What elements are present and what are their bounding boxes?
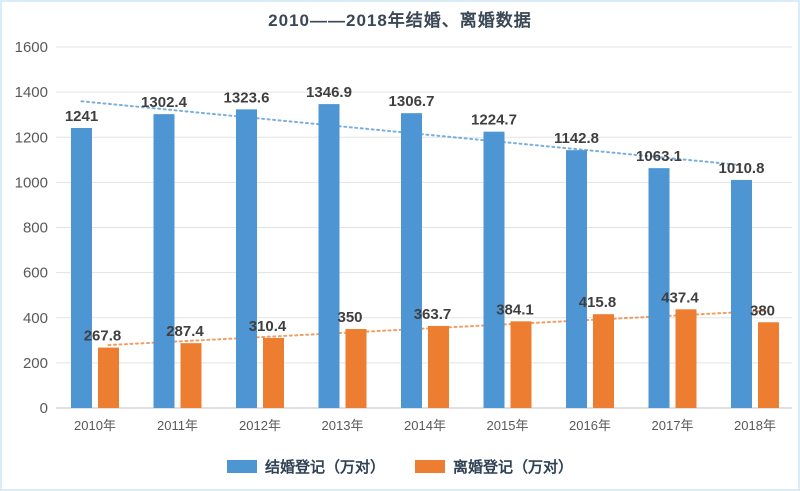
bar-marriage-2011 [153, 114, 175, 408]
bar-marriage-2014 [401, 113, 422, 408]
bar-divorce-2011 [180, 343, 202, 408]
value-label-divorce-2018: 380 [750, 302, 775, 319]
y-tick-label-1200: 1200 [15, 129, 48, 146]
bar-marriage-2018 [731, 179, 752, 408]
value-label-marriage-2012: 1323.6 [224, 89, 270, 106]
value-label-marriage-2013: 1346.9 [306, 84, 352, 101]
x-tick-label-2015: 2015年 [487, 418, 529, 433]
y-tick-label-800: 800 [23, 220, 48, 237]
bar-divorce-2014 [428, 325, 449, 408]
value-label-divorce-2010: 267.8 [84, 328, 122, 345]
bar-marriage-2010 [71, 127, 92, 408]
bar-divorce-2017 [675, 309, 697, 408]
value-label-marriage-2017: 1063.1 [636, 148, 682, 165]
marriage-legend-swatch [226, 460, 257, 473]
bar-marriage-2013 [318, 104, 340, 409]
value-label-divorce-2012: 310.4 [249, 318, 287, 335]
x-tick-label-2010: 2010年 [74, 418, 116, 433]
y-tick-label-1400: 1400 [15, 84, 48, 101]
x-tick-label-2012: 2012年 [239, 418, 281, 433]
y-tick-label-400: 400 [23, 310, 48, 327]
y-tick-label-1600: 1600 [15, 39, 48, 56]
value-label-divorce-2013: 350 [337, 309, 362, 326]
value-label-divorce-2017: 437.4 [661, 289, 699, 306]
y-tick-label-200: 200 [23, 355, 48, 372]
x-tick-label-2017: 2017年 [652, 418, 694, 433]
divorce-legend-swatch [415, 460, 445, 473]
value-label-marriage-2011: 1302.4 [141, 94, 188, 111]
bar-marriage-2015 [483, 131, 505, 408]
value-label-marriage-2015: 1224.7 [471, 112, 517, 129]
value-label-divorce-2016: 415.8 [579, 294, 617, 311]
bar-divorce-2010 [98, 347, 119, 408]
chart-title: 2010——2018年结婚、离婚数据 [268, 11, 532, 30]
x-tick-label-2018: 2018年 [734, 418, 776, 433]
bar-divorce-2013 [345, 329, 367, 408]
bar-divorce-2015 [510, 321, 532, 408]
x-tick-label-2011: 2011年 [157, 418, 198, 433]
value-label-marriage-2016: 1142.8 [554, 130, 599, 147]
divorce-legend-label: 离婚登记（万对） [453, 459, 574, 476]
legend-item-marriage: 结婚登记（万对） [226, 456, 385, 477]
x-tick-label-2014: 2014年 [404, 418, 446, 433]
bar-divorce-2012 [263, 337, 284, 408]
marriage-legend-label: 结婚登记（万对） [264, 459, 385, 476]
y-tick-label-1000: 1000 [15, 174, 48, 191]
legend-item-divorce: 离婚登记（万对） [415, 456, 573, 477]
x-tick-label-2013: 2013年 [322, 418, 364, 433]
bar-divorce-2018 [758, 322, 779, 408]
x-tick-label-2016: 2016年 [569, 418, 611, 433]
y-tick-label-600: 600 [23, 265, 48, 282]
value-label-marriage-2018: 1010.8 [719, 160, 765, 177]
value-label-divorce-2014: 363.7 [414, 306, 452, 323]
bar-marriage-2012 [236, 109, 257, 409]
value-label-marriage-2014: 1306.7 [389, 93, 435, 110]
value-label-marriage-2010: 1241 [65, 108, 98, 125]
value-label-divorce-2015: 384.1 [496, 301, 534, 318]
bar-divorce-2016 [593, 314, 614, 408]
bar-marriage-2017 [648, 168, 670, 408]
chart-legend: 结婚登记（万对） 离婚登记（万对） [0, 456, 800, 477]
y-tick-label-0: 0 [40, 400, 48, 417]
value-label-divorce-2011: 287.4 [166, 323, 204, 340]
bar-marriage-2016 [566, 150, 587, 408]
